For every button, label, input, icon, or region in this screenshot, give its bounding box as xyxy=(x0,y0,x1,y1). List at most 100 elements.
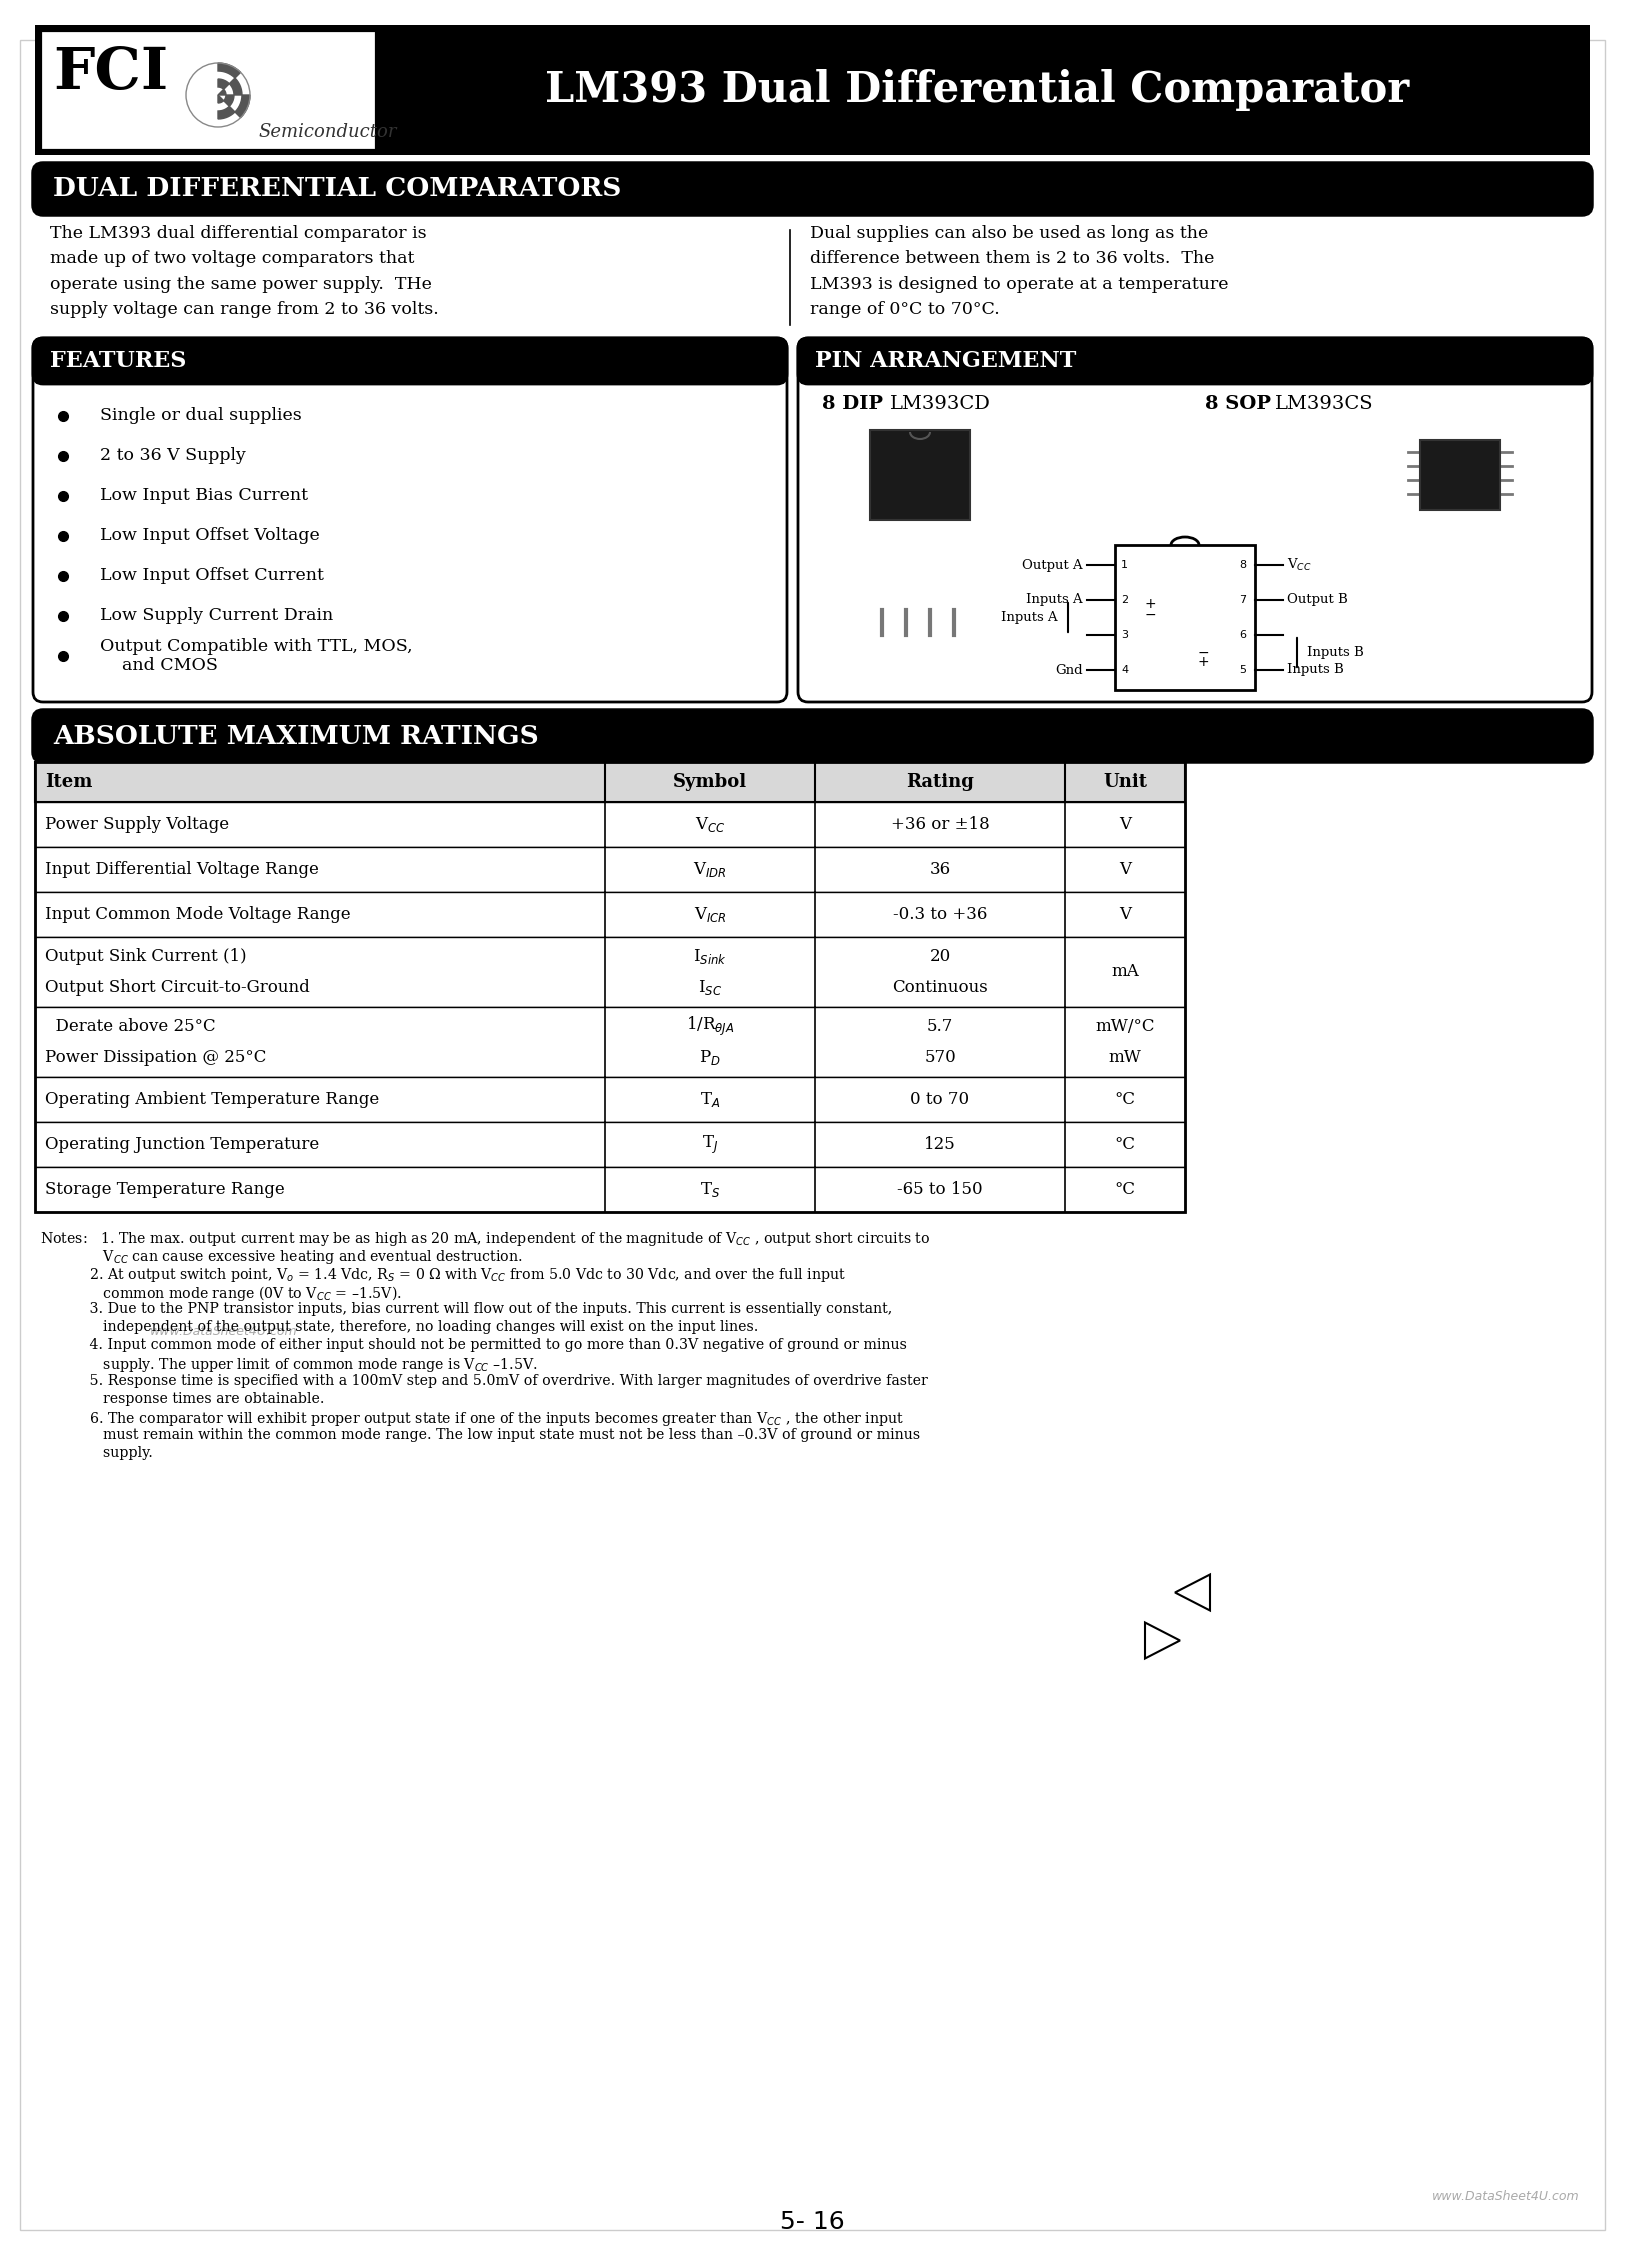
Text: DUAL DIFFERENTIAL COMPARATORS: DUAL DIFFERENTIAL COMPARATORS xyxy=(54,176,621,202)
Text: supply.: supply. xyxy=(41,1447,153,1460)
Text: −: − xyxy=(1198,646,1209,659)
Text: T$_{S}$: T$_{S}$ xyxy=(700,1179,720,1199)
Text: Low Input Offset Current: Low Input Offset Current xyxy=(101,567,323,585)
Text: Dual supplies can also be used as long as the
difference between them is 2 to 36: Dual supplies can also be used as long a… xyxy=(809,225,1228,317)
Text: 570: 570 xyxy=(925,1048,955,1066)
Circle shape xyxy=(185,63,250,126)
Text: V$_{CC}$: V$_{CC}$ xyxy=(696,814,725,835)
Bar xyxy=(36,936,1185,1008)
Text: Output Short Circuit-to-Ground: Output Short Circuit-to-Ground xyxy=(46,979,310,997)
Text: must remain within the common mode range. The low input state must not be less t: must remain within the common mode range… xyxy=(41,1429,920,1442)
Polygon shape xyxy=(1146,1622,1180,1658)
Polygon shape xyxy=(229,79,242,95)
Text: Derate above 25°C: Derate above 25°C xyxy=(46,1017,216,1035)
Bar xyxy=(36,763,1185,801)
Text: www.DataSheet4U.com: www.DataSheet4U.com xyxy=(150,1325,297,1339)
Text: 4. Input common mode of either input should not be permitted to go more than 0.3: 4. Input common mode of either input sho… xyxy=(41,1339,907,1352)
Text: Inputs B: Inputs B xyxy=(1306,646,1363,659)
Text: 0 to 70: 0 to 70 xyxy=(910,1091,970,1107)
Bar xyxy=(1115,544,1254,691)
FancyBboxPatch shape xyxy=(32,338,786,702)
Text: 2: 2 xyxy=(1121,594,1128,605)
Polygon shape xyxy=(218,90,226,94)
Text: -65 to 150: -65 to 150 xyxy=(897,1181,983,1197)
Text: 3: 3 xyxy=(1121,630,1128,639)
Text: V$_{ICR}$: V$_{ICR}$ xyxy=(694,904,726,925)
Text: V$_{CC}$: V$_{CC}$ xyxy=(1287,558,1311,574)
Text: Unit: Unit xyxy=(1103,774,1147,792)
Text: Storage Temperature Range: Storage Temperature Range xyxy=(46,1181,284,1197)
Text: 3. Due to the PNP transistor inputs, bias current will flow out of the inputs. T: 3. Due to the PNP transistor inputs, bia… xyxy=(41,1303,892,1316)
Bar xyxy=(36,763,1185,1213)
Text: V: V xyxy=(1120,907,1131,922)
Text: Input Common Mode Voltage Range: Input Common Mode Voltage Range xyxy=(46,907,351,922)
Text: (Top View): (Top View) xyxy=(1147,711,1222,724)
Text: Notes:   1. The max. output current may be as high as 20 mA, independent of the : Notes: 1. The max. output current may be… xyxy=(41,1231,931,1249)
Bar xyxy=(36,801,1185,846)
Text: Inputs B: Inputs B xyxy=(1287,664,1344,677)
FancyBboxPatch shape xyxy=(32,162,1592,216)
Bar xyxy=(36,1008,1185,1078)
Text: 1/R$_{\theta JA}$: 1/R$_{\theta JA}$ xyxy=(686,1015,734,1037)
Text: 8: 8 xyxy=(1238,560,1246,569)
Bar xyxy=(36,846,1185,891)
Text: mA: mA xyxy=(1112,963,1139,981)
Text: I$_{Sink}$: I$_{Sink}$ xyxy=(694,947,726,965)
Text: Power Supply Voltage: Power Supply Voltage xyxy=(46,817,229,832)
Text: response times are obtainable.: response times are obtainable. xyxy=(41,1393,325,1406)
Text: Operating Junction Temperature: Operating Junction Temperature xyxy=(46,1136,318,1152)
Text: Output B: Output B xyxy=(1287,594,1347,608)
Text: supply. The upper limit of common mode range is V$_{CC}$ –1.5V.: supply. The upper limit of common mode r… xyxy=(41,1357,538,1375)
Text: Input Differential Voltage Range: Input Differential Voltage Range xyxy=(46,862,318,878)
Text: P$_{D}$: P$_{D}$ xyxy=(699,1048,722,1066)
Bar xyxy=(36,1168,1185,1213)
Text: Output Compatible with TTL, MOS,
    and CMOS: Output Compatible with TTL, MOS, and CMO… xyxy=(101,637,413,675)
Polygon shape xyxy=(224,94,234,106)
Bar xyxy=(869,430,970,520)
Text: FEATURES: FEATURES xyxy=(50,351,187,371)
Text: 5- 16: 5- 16 xyxy=(780,2210,845,2234)
Text: V: V xyxy=(1120,862,1131,878)
Text: LM393 Dual Differential Comparator: LM393 Dual Differential Comparator xyxy=(546,70,1409,110)
Text: 2 to 36 V Supply: 2 to 36 V Supply xyxy=(101,448,245,463)
Polygon shape xyxy=(218,94,224,104)
Text: Low Input Bias Current: Low Input Bias Current xyxy=(101,488,309,504)
Polygon shape xyxy=(218,106,236,119)
Text: Rating: Rating xyxy=(907,774,973,792)
Text: Low Supply Current Drain: Low Supply Current Drain xyxy=(101,608,333,626)
FancyBboxPatch shape xyxy=(798,338,1592,702)
Text: I$_{SC}$: I$_{SC}$ xyxy=(697,979,722,997)
Polygon shape xyxy=(1175,1575,1211,1611)
Text: LM393CS: LM393CS xyxy=(1276,396,1373,414)
Text: www.DataSheet4U.com: www.DataSheet4U.com xyxy=(1432,2189,1580,2203)
Text: V: V xyxy=(1120,817,1131,832)
Polygon shape xyxy=(218,79,229,90)
Text: °C: °C xyxy=(1115,1136,1136,1152)
Text: Operating Ambient Temperature Range: Operating Ambient Temperature Range xyxy=(46,1091,379,1107)
Bar xyxy=(36,891,1185,936)
Text: 5: 5 xyxy=(1238,666,1246,675)
Text: independent of the output state, therefore, no loading changes will exist on the: independent of the output state, therefo… xyxy=(41,1321,759,1334)
Text: Output Sink Current (1): Output Sink Current (1) xyxy=(46,947,247,965)
FancyBboxPatch shape xyxy=(32,711,1592,763)
Text: Continuous: Continuous xyxy=(892,979,988,997)
Text: Output A: Output A xyxy=(1022,558,1082,572)
Text: V$_{CC}$ can cause excessive heating and eventual destruction.: V$_{CC}$ can cause excessive heating and… xyxy=(41,1249,523,1267)
FancyBboxPatch shape xyxy=(32,338,786,385)
Text: 20: 20 xyxy=(929,947,951,965)
Text: Single or dual supplies: Single or dual supplies xyxy=(101,407,302,425)
Text: T$_{J}$: T$_{J}$ xyxy=(702,1134,718,1156)
Text: 7: 7 xyxy=(1238,594,1246,605)
Bar xyxy=(36,25,1589,155)
Text: +: + xyxy=(1144,598,1155,612)
Text: 5.7: 5.7 xyxy=(926,1017,954,1035)
Text: 8 SOP: 8 SOP xyxy=(1206,396,1271,414)
Text: 1: 1 xyxy=(1121,560,1128,569)
Text: -0.3 to +36: -0.3 to +36 xyxy=(892,907,988,922)
Text: Inputs A: Inputs A xyxy=(1027,594,1082,608)
Text: 6. The comparator will exhibit proper output state if one of the inputs becomes : 6. The comparator will exhibit proper ou… xyxy=(41,1411,904,1429)
Polygon shape xyxy=(218,63,240,79)
Text: Item: Item xyxy=(46,774,93,792)
Text: ABSOLUTE MAXIMUM RATINGS: ABSOLUTE MAXIMUM RATINGS xyxy=(54,724,540,749)
Bar xyxy=(36,1078,1185,1123)
